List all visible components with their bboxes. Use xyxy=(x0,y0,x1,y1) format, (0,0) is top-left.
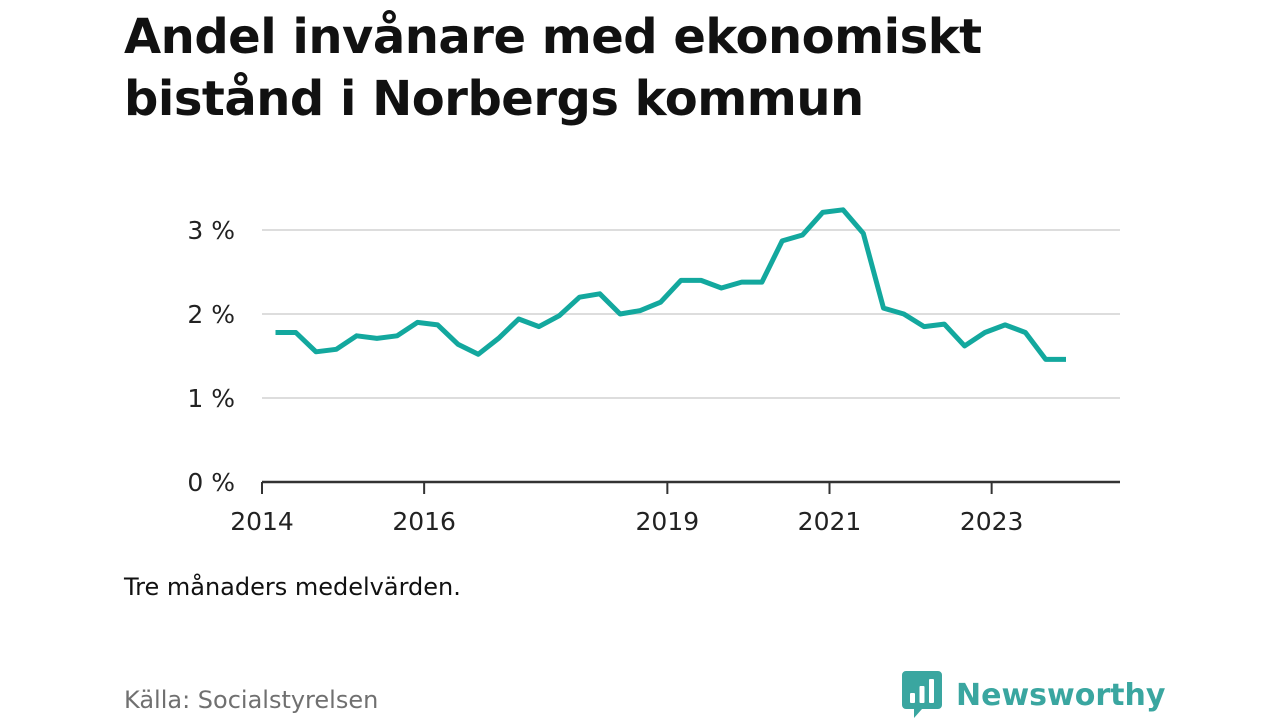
x-tick-label: 2023 xyxy=(960,507,1024,536)
x-tick-label: 2019 xyxy=(636,507,700,536)
newsworthy-logo: Newsworthy xyxy=(902,671,1165,719)
y-tick-label: 2 % xyxy=(187,300,235,329)
x-axis-tick-labels: 2014 2016 2019 2021 2023 xyxy=(230,507,1023,536)
y-tick-label: 0 % xyxy=(187,468,235,497)
x-tick-label: 2021 xyxy=(798,507,862,536)
series-line xyxy=(275,207,1066,362)
gridlines xyxy=(262,229,1120,399)
bar-chart-speech-bubble-icon xyxy=(902,671,942,718)
brand-name: Newsworthy xyxy=(956,677,1166,713)
series-layer xyxy=(275,207,1066,362)
x-axis xyxy=(261,480,1120,494)
source-credit: Källa: Socialstyrelsen xyxy=(124,686,379,714)
y-tick-label: 1 % xyxy=(187,384,235,413)
y-axis-tick-labels: 0 % 1 % 2 % 3 % xyxy=(187,216,235,497)
y-tick-label: 3 % xyxy=(187,216,235,245)
chart-note: Tre månaders medelvärden. xyxy=(124,573,461,601)
x-tick-label: 2014 xyxy=(230,507,294,536)
x-tick-label: 2016 xyxy=(392,507,456,536)
chart-title: Andel invånare med ekonomiskt bistånd i … xyxy=(124,9,982,127)
